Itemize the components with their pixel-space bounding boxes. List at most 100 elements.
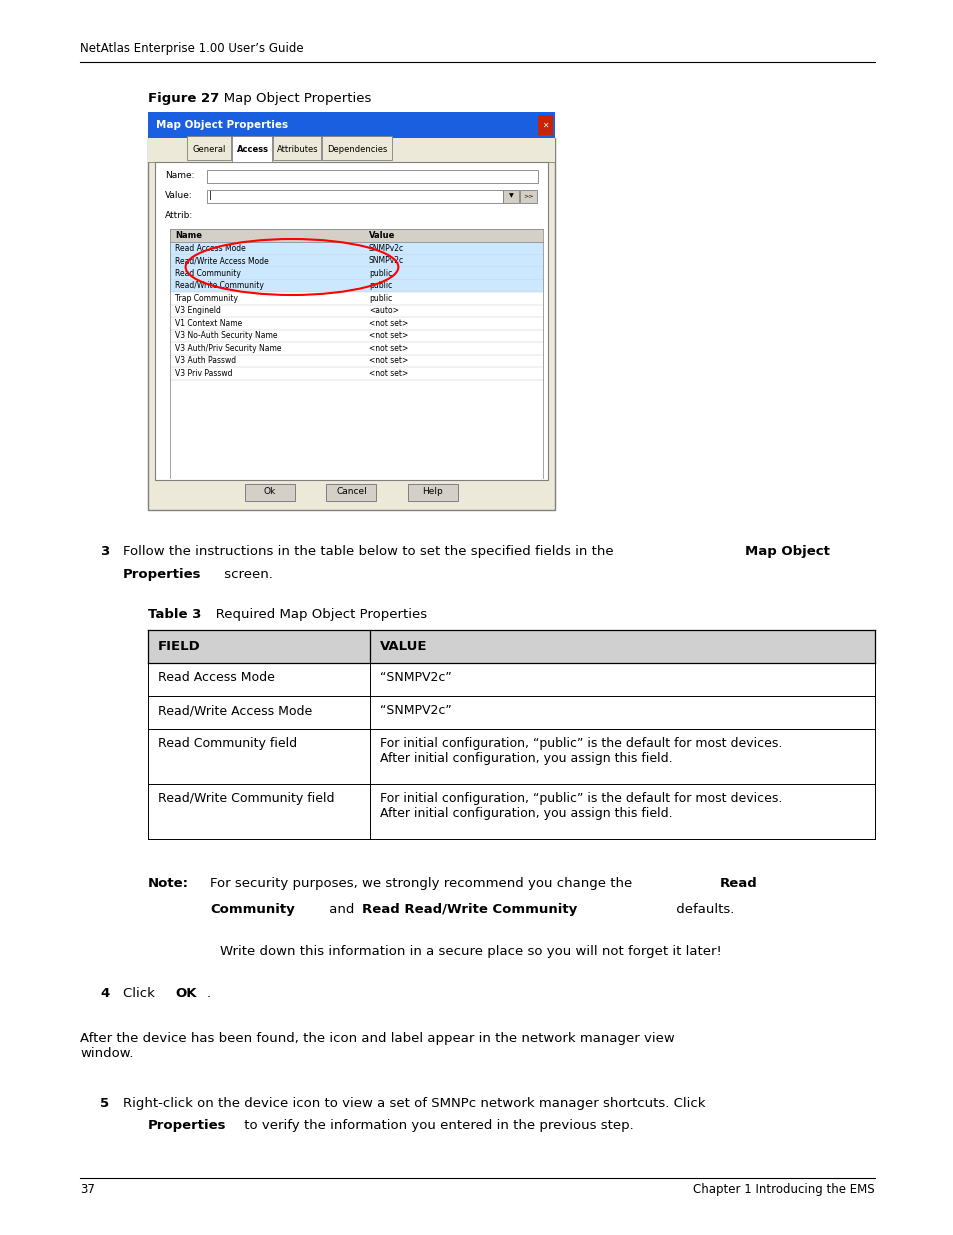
- FancyBboxPatch shape: [326, 483, 376, 500]
- Text: Ok: Ok: [264, 488, 276, 496]
- Text: Required Map Object Properties: Required Map Object Properties: [203, 608, 427, 621]
- Text: Read Access Mode: Read Access Mode: [174, 243, 246, 253]
- Text: Chapter 1 Introducing the EMS: Chapter 1 Introducing the EMS: [693, 1183, 874, 1195]
- Text: V3 Auth/Priv Security Name: V3 Auth/Priv Security Name: [174, 343, 281, 353]
- Text: Figure 27: Figure 27: [148, 91, 219, 105]
- Text: Value:: Value:: [165, 191, 193, 200]
- Text: Read/Write Access Mode: Read/Write Access Mode: [158, 704, 312, 718]
- Text: Name: Name: [174, 231, 202, 240]
- Text: |: |: [209, 191, 212, 200]
- Text: public: public: [369, 269, 392, 278]
- FancyBboxPatch shape: [502, 190, 518, 203]
- FancyBboxPatch shape: [207, 190, 502, 203]
- Text: Follow the instructions in the table below to set the specified fields in the: Follow the instructions in the table bel…: [123, 545, 618, 558]
- Text: <not set>: <not set>: [369, 331, 408, 341]
- Text: V1 Context Name: V1 Context Name: [174, 319, 242, 327]
- FancyBboxPatch shape: [273, 136, 320, 161]
- Text: Name:: Name:: [165, 172, 194, 180]
- FancyBboxPatch shape: [232, 136, 272, 162]
- Text: Read Community field: Read Community field: [158, 737, 296, 750]
- Text: Map Object Properties: Map Object Properties: [156, 120, 288, 130]
- Text: OK: OK: [174, 987, 196, 1000]
- Text: <not set>: <not set>: [369, 343, 408, 353]
- Text: Map Object Properties: Map Object Properties: [211, 91, 371, 105]
- FancyBboxPatch shape: [187, 136, 231, 161]
- Text: Right-click on the device icon to view a set of SMNPc network manager shortcuts.: Right-click on the device icon to view a…: [123, 1097, 705, 1110]
- Text: 4: 4: [100, 987, 110, 1000]
- FancyBboxPatch shape: [148, 138, 555, 510]
- Text: V3 Priv Passwd: V3 Priv Passwd: [174, 369, 233, 378]
- Text: <auto>: <auto>: [369, 306, 398, 315]
- FancyBboxPatch shape: [148, 138, 555, 162]
- Text: and: and: [325, 903, 358, 916]
- Text: >>: >>: [522, 194, 533, 199]
- Text: Access: Access: [236, 146, 268, 154]
- Text: Cancel: Cancel: [335, 488, 367, 496]
- Text: ▼: ▼: [508, 194, 513, 199]
- Text: Read/Write Community: Read/Write Community: [174, 282, 264, 290]
- FancyBboxPatch shape: [148, 784, 874, 839]
- Text: Help: Help: [422, 488, 443, 496]
- Text: Properties: Properties: [148, 1119, 226, 1132]
- Text: V3 Auth Passwd: V3 Auth Passwd: [174, 356, 236, 366]
- Text: 3: 3: [100, 545, 110, 558]
- Text: Read Access Mode: Read Access Mode: [158, 671, 274, 684]
- Text: Value: Value: [369, 231, 395, 240]
- FancyBboxPatch shape: [519, 190, 537, 203]
- Text: Map Object: Map Object: [744, 545, 829, 558]
- Text: SNMPv2c: SNMPv2c: [369, 243, 404, 253]
- Text: Read: Read: [720, 877, 757, 890]
- Text: to verify the information you entered in the previous step.: to verify the information you entered in…: [240, 1119, 633, 1132]
- FancyBboxPatch shape: [154, 162, 547, 480]
- FancyBboxPatch shape: [170, 254, 542, 267]
- FancyBboxPatch shape: [207, 170, 537, 183]
- Text: FIELD: FIELD: [158, 640, 200, 653]
- Text: For initial configuration, “public” is the default for most devices.
After initi: For initial configuration, “public” is t…: [379, 737, 781, 764]
- Text: “SNMPV2c”: “SNMPV2c”: [379, 704, 452, 718]
- FancyBboxPatch shape: [322, 136, 392, 161]
- Text: Community: Community: [210, 903, 294, 916]
- Text: Read/Write Community field: Read/Write Community field: [158, 792, 335, 805]
- Text: Write down this information in a secure place so you will not forget it later!: Write down this information in a secure …: [220, 945, 721, 958]
- FancyBboxPatch shape: [148, 630, 874, 663]
- Text: 5: 5: [100, 1097, 109, 1110]
- Text: defaults.: defaults.: [671, 903, 734, 916]
- Text: For initial configuration, “public” is the default for most devices.
After initi: For initial configuration, “public” is t…: [379, 792, 781, 820]
- Text: public: public: [369, 282, 392, 290]
- FancyBboxPatch shape: [245, 483, 294, 500]
- FancyBboxPatch shape: [170, 267, 542, 279]
- Text: After the device has been found, the icon and label appear in the network manage: After the device has been found, the ico…: [80, 1032, 674, 1060]
- Text: .: .: [207, 987, 211, 1000]
- Text: Click: Click: [123, 987, 159, 1000]
- Text: ✕: ✕: [541, 121, 548, 130]
- Text: V3 EngineId: V3 EngineId: [174, 306, 221, 315]
- Text: “SNMPV2c”: “SNMPV2c”: [379, 671, 452, 684]
- Text: Trap Community: Trap Community: [174, 294, 237, 303]
- Text: Attributes: Attributes: [276, 146, 318, 154]
- FancyBboxPatch shape: [170, 242, 542, 254]
- Text: General: General: [193, 146, 226, 154]
- FancyBboxPatch shape: [408, 483, 457, 500]
- Text: <not set>: <not set>: [369, 369, 408, 378]
- Text: Read Read/Write Community: Read Read/Write Community: [361, 903, 577, 916]
- Text: Read Community: Read Community: [174, 269, 240, 278]
- FancyBboxPatch shape: [148, 729, 874, 784]
- Text: Note:: Note:: [148, 877, 189, 890]
- FancyBboxPatch shape: [148, 112, 555, 138]
- FancyBboxPatch shape: [170, 279, 542, 291]
- Text: public: public: [369, 294, 392, 303]
- Text: NetAtlas Enterprise 1.00 User’s Guide: NetAtlas Enterprise 1.00 User’s Guide: [80, 42, 303, 56]
- Text: V3 No-Auth Security Name: V3 No-Auth Security Name: [174, 331, 277, 341]
- Text: Read/Write Access Mode: Read/Write Access Mode: [174, 256, 269, 266]
- Text: Dependencies: Dependencies: [327, 146, 387, 154]
- Text: For security purposes, we strongly recommend you change the: For security purposes, we strongly recom…: [210, 877, 636, 890]
- FancyBboxPatch shape: [537, 115, 553, 135]
- Text: 37: 37: [80, 1183, 94, 1195]
- FancyBboxPatch shape: [148, 697, 874, 729]
- Text: VALUE: VALUE: [379, 640, 427, 653]
- FancyBboxPatch shape: [148, 663, 874, 697]
- Text: Properties: Properties: [123, 568, 201, 580]
- Text: Table 3: Table 3: [148, 608, 201, 621]
- Text: screen.: screen.: [220, 568, 273, 580]
- Text: Attrib:: Attrib:: [165, 211, 193, 221]
